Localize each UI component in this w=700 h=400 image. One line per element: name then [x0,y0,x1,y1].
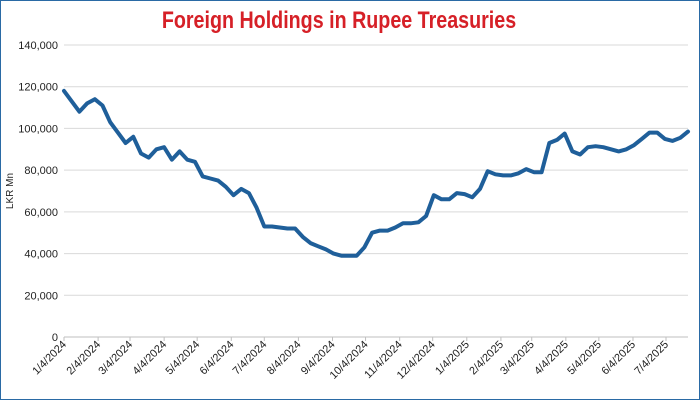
x-tick-label: 6/4/2025 [599,339,638,378]
y-tick-label: 20,000 [24,290,58,302]
x-tick-label: 5/4/2024 [164,339,203,378]
chart-title: Foreign Holdings in Rupee Treasuries [161,7,517,34]
x-tick-label: 6/4/2024 [198,339,237,378]
x-tick-label: 5/4/2025 [565,339,604,378]
x-tick-label: 7/4/2024 [231,339,270,378]
y-tick-label: 0 [52,332,58,344]
gridlines [64,44,688,296]
x-tick-label: 2/4/2024 [64,339,103,378]
y-tick-label: 40,000 [24,249,58,261]
x-tick-label: 1/4/2025 [433,339,472,378]
series-line [62,88,690,258]
x-tick-label: 1/4/2024 [30,339,69,378]
x-tick-label: 3/4/2024 [96,339,135,378]
x-tick-label: 8/4/2024 [265,339,304,378]
x-tick-label: 4/4/2025 [532,339,571,378]
y-axis-title: LKR Mn [5,173,16,209]
y-tick-label: 100,000 [18,123,58,135]
y-tick-label: 120,000 [18,82,58,94]
y-axis-ticks: 0 20,000 40,000 60,000 80,000 100,000 120,000 1… [18,40,58,344]
y-tick-label: 60,000 [24,207,58,219]
x-tick-label: 7/4/2025 [632,339,671,378]
y-tick-label: 80,000 [24,165,58,177]
x-tick-label: 3/4/2025 [498,339,537,378]
x-axis-ticks: 1/4/20242/4/20243/4/20244/4/20245/4/2024… [30,337,671,382]
x-tick-label: 4/4/2024 [131,339,170,378]
y-tick-label: 140,000 [18,40,58,52]
